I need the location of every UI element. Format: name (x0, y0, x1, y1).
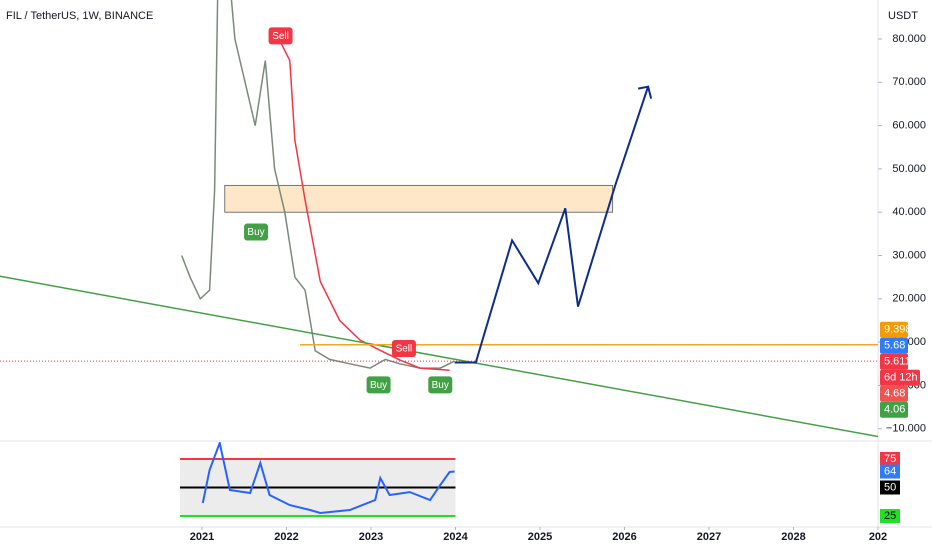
arrow-head (637, 85, 653, 99)
countdown-badge (880, 369, 920, 386)
price-badge-label: 9.398 (884, 324, 912, 336)
rsi-badge (880, 480, 900, 495)
series-line (201, 442, 455, 515)
price-badge (880, 321, 908, 338)
x-tick-label: 2026 (612, 531, 636, 543)
main-pane: Sell Buy Sell Buy Buy (0, 0, 878, 438)
series-line (454, 86, 650, 364)
y-tick-label: 80.000 (892, 33, 926, 45)
x-tick-label: 2023 (359, 531, 383, 543)
signal-label: Sell (396, 344, 413, 355)
price-badge (880, 353, 908, 370)
signal-badge (366, 376, 391, 394)
price-badge (880, 337, 908, 354)
zone (224, 184, 614, 213)
series-line (0, 275, 878, 438)
y-axis-label: USDT (888, 10, 918, 22)
signal-badge (428, 376, 453, 394)
rsi-tick-label: 25 (884, 510, 896, 522)
x-tick-label: 2024 (443, 531, 468, 543)
price-badge (880, 401, 908, 418)
x-tick-label: 2028 (781, 531, 805, 543)
signal-badge (244, 223, 269, 241)
price-badge (880, 385, 908, 402)
rsi-tick-label: 75 (884, 453, 896, 465)
series-line (273, 29, 450, 372)
overlay: −10.0000.00010.00020.00030.00040.00050.0… (190, 33, 926, 543)
price-badge-label: 5.611 (884, 356, 911, 368)
countdown: 6d 12h (884, 372, 918, 384)
signal-label: Buy (247, 227, 264, 238)
rsi-last-badge (880, 464, 900, 479)
y-tick-label: −10.000 (886, 423, 926, 435)
x-tick-label: 2027 (697, 531, 721, 543)
signal-label: Sell (272, 31, 289, 42)
y-tick-label: 70.000 (892, 76, 926, 88)
signal-badge (391, 340, 416, 358)
rsi-pane (179, 442, 456, 517)
rsi-badge (880, 509, 900, 523)
price-badge-label: 4.06 (884, 404, 905, 416)
x-tick-label: 2022 (274, 531, 298, 543)
x-tick-label: 2025 (528, 531, 552, 543)
rsi-tick-label: 50 (884, 481, 896, 493)
y-tick-label: 60.000 (892, 119, 926, 131)
y-tick-label: 40.000 (892, 206, 926, 218)
price-badge-label: 5.68 (884, 340, 905, 352)
y-tick-label: 50.000 (892, 163, 926, 175)
x-tick-label: 2021 (190, 531, 214, 543)
chart-title: FIL / TetherUS, 1W, BINANCE (6, 10, 153, 22)
signal-label: Buy (370, 380, 387, 391)
price-badge-label: 4.68 (884, 388, 905, 400)
rsi-badge (880, 452, 900, 466)
y-tick-label: 20.000 (892, 293, 926, 305)
signal-badge (268, 27, 293, 45)
rsi-last-label: 64 (884, 465, 896, 477)
y-tick-label: 30.000 (892, 249, 926, 261)
x-tick-label: 202 (869, 531, 887, 543)
signal-label: Buy (432, 380, 449, 391)
